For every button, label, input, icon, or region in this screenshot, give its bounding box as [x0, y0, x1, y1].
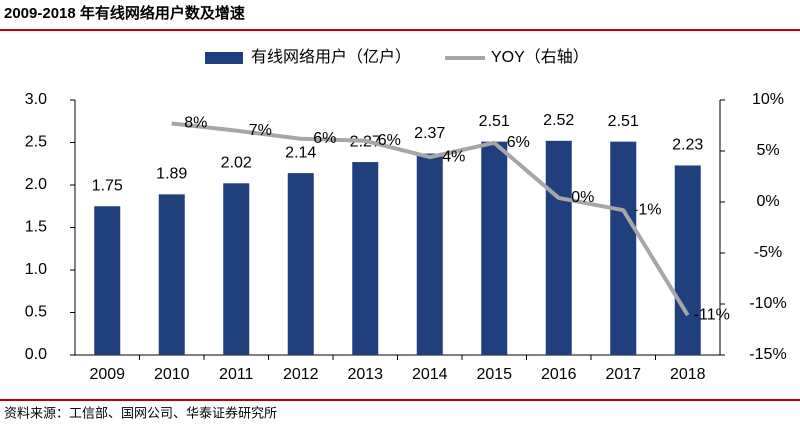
bar-label: 2.51 — [608, 113, 639, 130]
y-tick-label: 0.0 — [25, 346, 47, 363]
y2-tick-label: -10% — [749, 295, 786, 312]
y2-tick-label: -15% — [749, 346, 786, 363]
x-tick-label: 2013 — [347, 366, 383, 383]
x-tick-label: 2018 — [670, 366, 706, 383]
bar — [158, 194, 185, 355]
bar-label: 2.37 — [414, 125, 445, 142]
x-tick-label: 2012 — [283, 366, 319, 383]
y-tick-label: 1.5 — [25, 219, 47, 236]
line-label: 7% — [249, 122, 272, 139]
legend-label: YOY（右轴） — [491, 48, 589, 66]
source: 资料来源：工信部、国网公司、华泰证券研究所 — [4, 405, 277, 420]
y2-tick-label: 0% — [756, 193, 779, 210]
x-tick-label: 2010 — [154, 366, 190, 383]
bar-label: 2.52 — [543, 112, 574, 129]
bar — [545, 140, 572, 355]
line-label: -11% — [694, 306, 730, 323]
bar — [223, 183, 250, 355]
bar — [352, 162, 379, 355]
y-tick-label: 1.0 — [25, 261, 47, 278]
y2-tick-label: 10% — [752, 91, 784, 108]
x-tick-label: 2016 — [541, 366, 577, 383]
line-label: 0% — [571, 189, 594, 206]
line-label: 8% — [184, 115, 207, 132]
line — [171, 121, 690, 317]
y-tick-label: 2.5 — [25, 134, 47, 151]
legend-swatch — [205, 52, 243, 64]
y-tick-label: 3.0 — [25, 91, 47, 108]
y-tick-label: 2.0 — [25, 176, 47, 193]
chart-title: 2009-2018 年有线网络用户数及增速 — [4, 4, 245, 22]
line-label: 6% — [313, 130, 336, 147]
bar-label: 1.75 — [92, 177, 123, 194]
bar — [416, 153, 443, 355]
bar — [674, 165, 701, 355]
bar — [610, 141, 637, 355]
x-tick-label: 2009 — [89, 366, 125, 383]
line-label: 6% — [507, 134, 530, 151]
bar-label: 1.89 — [156, 166, 187, 183]
bar — [287, 173, 314, 355]
x-tick-label: 2017 — [605, 366, 641, 383]
bar-label: 2.14 — [285, 144, 316, 161]
y2-tick-label: -5% — [754, 244, 782, 261]
line-label: 4% — [442, 148, 465, 165]
bar-label: 2.02 — [221, 155, 252, 172]
bar — [481, 141, 508, 355]
bar-label: 2.51 — [479, 113, 510, 130]
bar — [94, 206, 121, 355]
legend-label: 有线网络用户（亿户） — [251, 47, 411, 66]
line-label: -1% — [633, 201, 661, 218]
x-tick-label: 2014 — [412, 366, 448, 383]
bar-label: 2.23 — [672, 137, 703, 154]
line-label: 6% — [378, 132, 401, 149]
y-tick-label: 0.5 — [25, 304, 47, 321]
x-tick-label: 2015 — [476, 366, 512, 383]
x-tick-label: 2011 — [219, 366, 254, 383]
y2-tick-label: 5% — [756, 142, 779, 159]
